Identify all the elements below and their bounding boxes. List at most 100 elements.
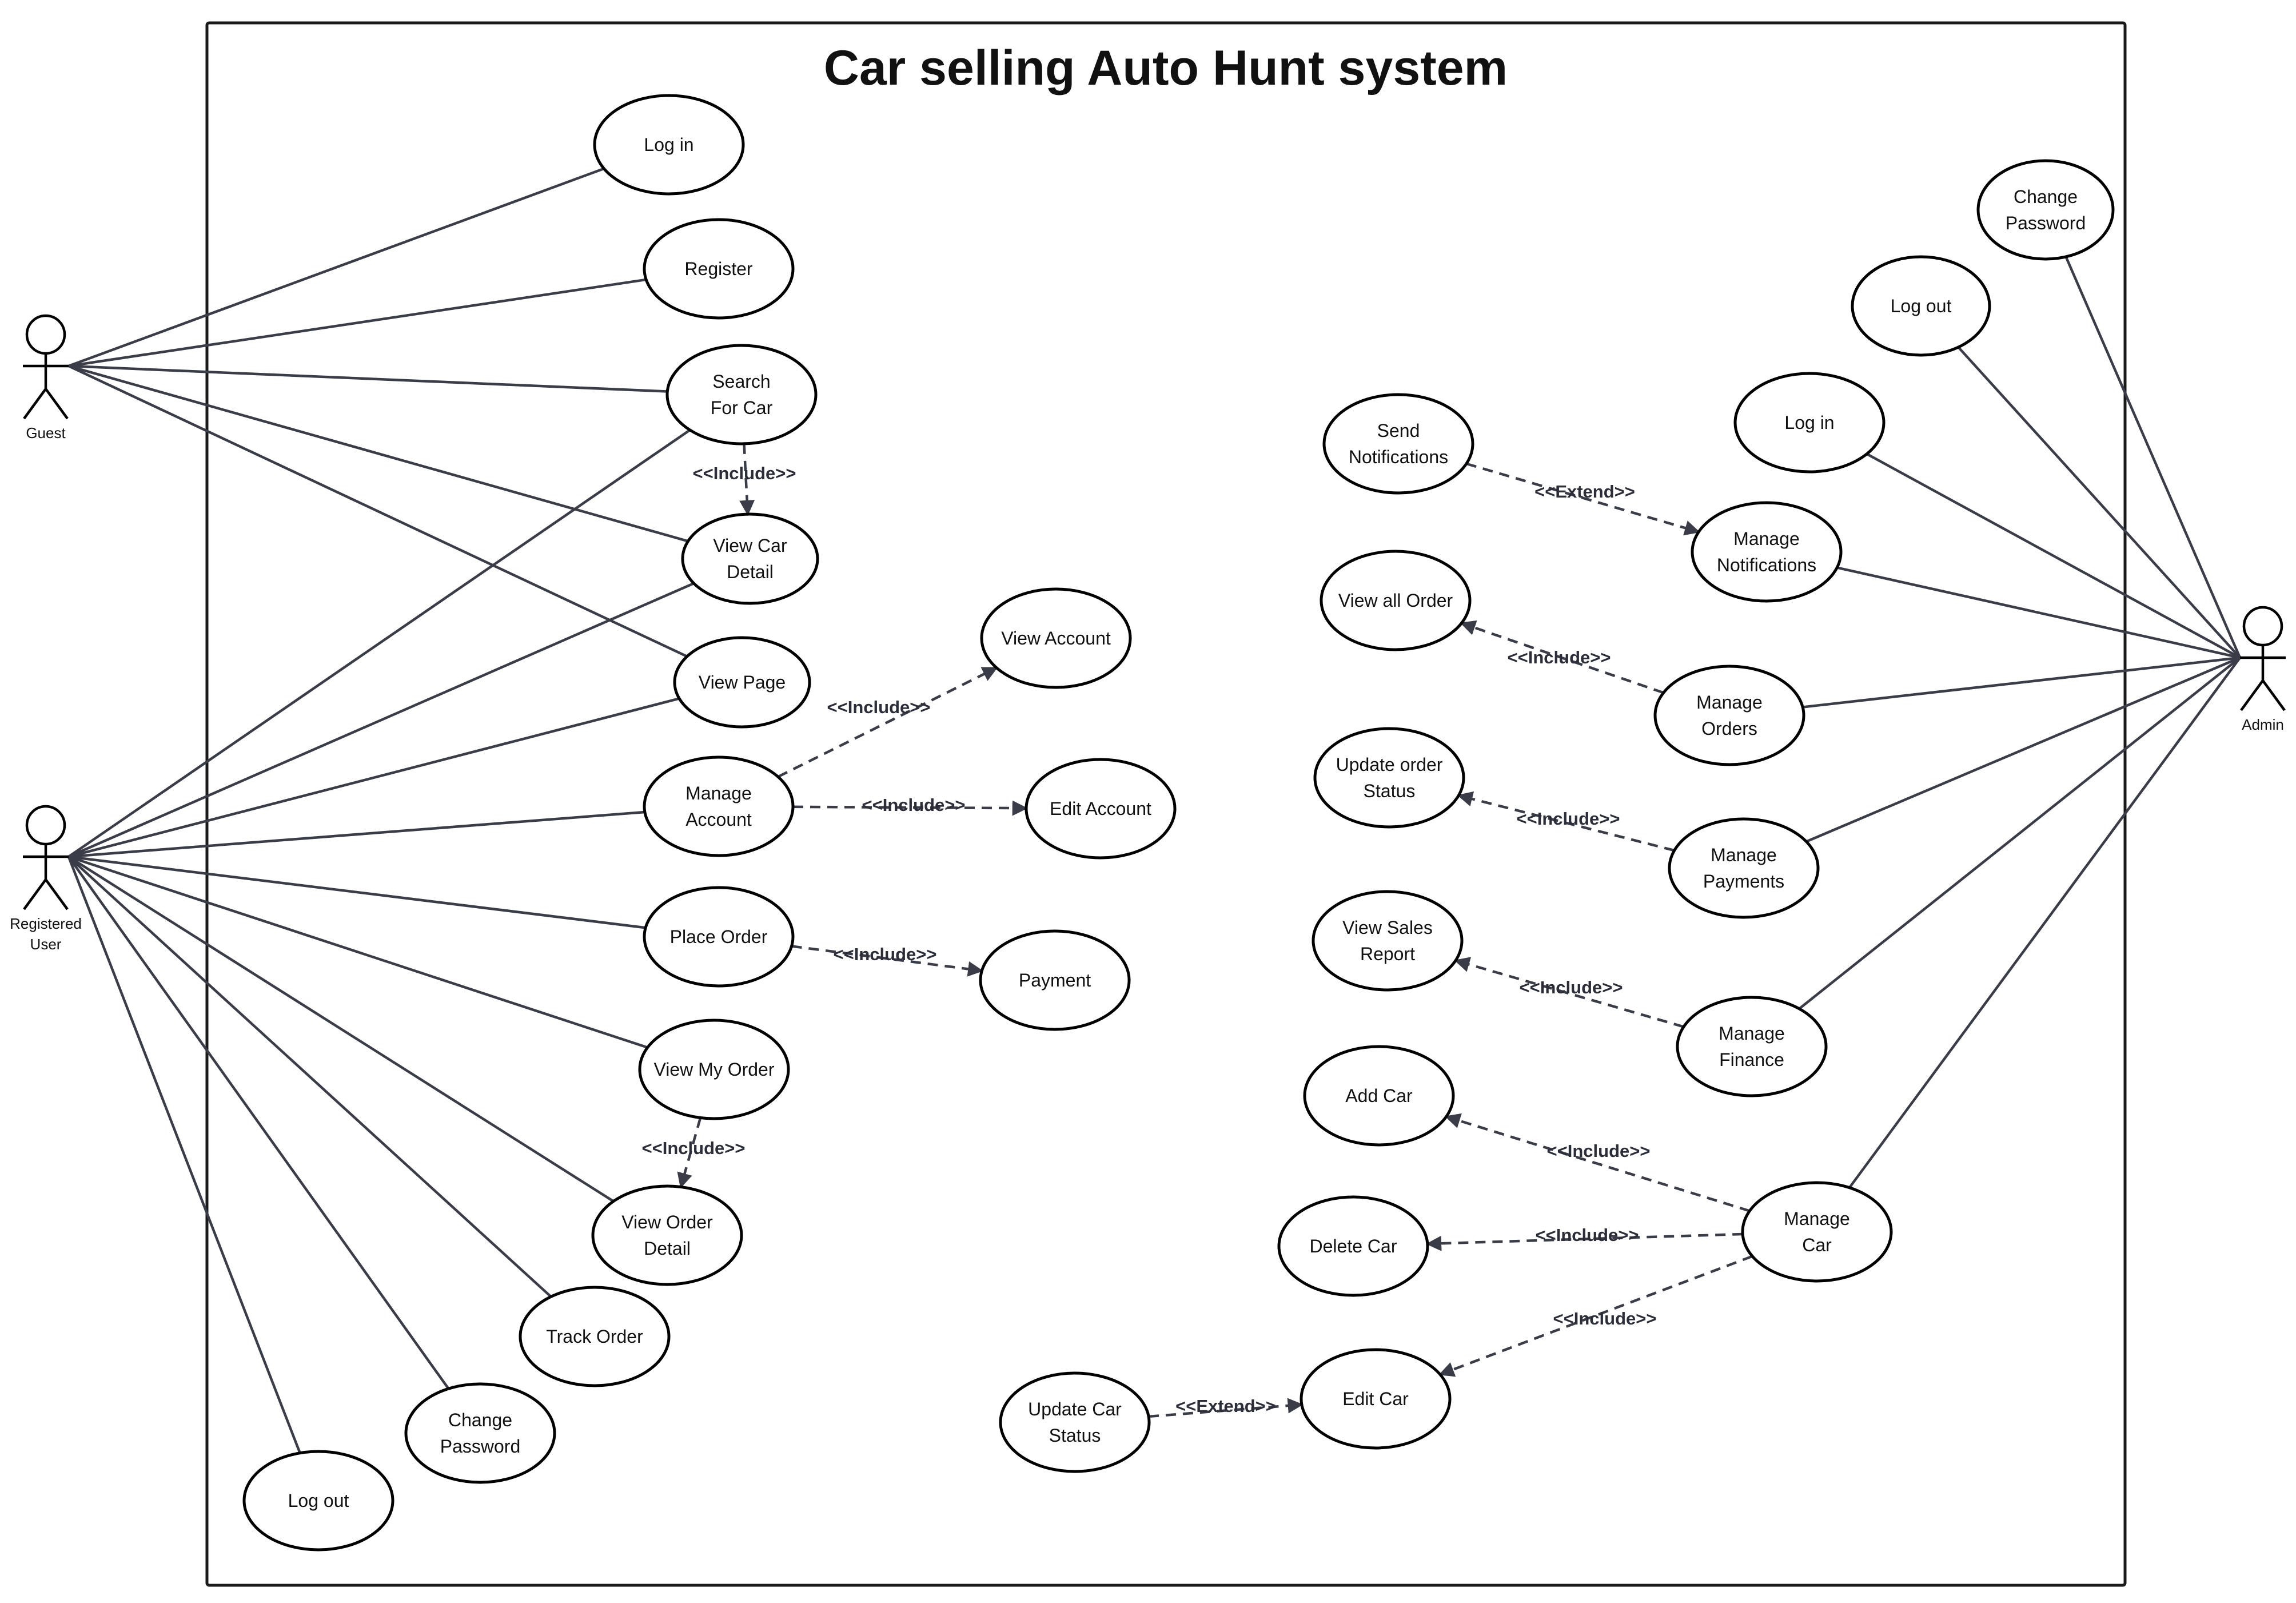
use-case-label: Finance — [1719, 1049, 1784, 1070]
use-case-manage-finance: Manage Finance — [1676, 996, 1828, 1097]
use-case-ellipse — [1303, 1045, 1455, 1147]
use-case-track-order: Track Order — [519, 1286, 671, 1387]
association-line — [68, 364, 688, 658]
use-case-view-account: View Account — [980, 587, 1132, 689]
use-case-ellipse — [242, 1450, 394, 1552]
use-case-ellipse — [519, 1286, 671, 1387]
actor-label: Registered — [10, 915, 82, 932]
use-case-ellipse — [593, 94, 745, 196]
use-case-place-order: Place Order — [643, 886, 795, 988]
association-line — [67, 856, 552, 1298]
use-case-label: View Account — [1001, 628, 1111, 649]
use-case-update-car-status: Update Car Status — [999, 1371, 1151, 1473]
use-case-label: Status — [1049, 1425, 1101, 1446]
use-case-label: Manage — [1696, 692, 1763, 713]
use-case-ellipse — [1312, 890, 1464, 992]
use-case-ellipse — [1320, 550, 1472, 651]
use-case-ellipse — [1313, 727, 1465, 829]
dependency-arrow — [1460, 620, 1664, 694]
association-line — [67, 856, 450, 1390]
use-case-ellipse — [1741, 1181, 1893, 1283]
use-case-label: Log in — [1784, 412, 1834, 433]
use-case-label: Edit Car — [1342, 1389, 1409, 1409]
use-case-ellipse — [643, 886, 795, 988]
use-case-label: Orders — [1701, 718, 1757, 739]
use-case-label: Notifications — [1349, 447, 1448, 467]
use-case-payment: Payment — [979, 929, 1131, 1031]
use-case-ellipse — [638, 1019, 790, 1120]
association-line — [67, 429, 691, 858]
use-case-ellipse — [1277, 1195, 1429, 1297]
use-case-ellipse — [999, 1371, 1151, 1473]
actor-left-leg — [23, 388, 47, 420]
actors: Guest Registered User Admin — [10, 314, 2286, 953]
use-case-label: Notifications — [1717, 555, 1816, 575]
dependency-arrow — [739, 443, 755, 516]
dependency-label: <<Include>> — [1547, 1141, 1651, 1161]
association-line — [1802, 656, 2241, 709]
use-case-ellipse — [1322, 393, 1474, 495]
association-lines — [67, 167, 2242, 1454]
use-case-label: Manage — [1784, 1208, 1850, 1229]
use-case-label: Register — [684, 258, 753, 279]
association-line — [68, 364, 668, 393]
use-case-label: Search — [712, 371, 770, 392]
use-case-ellipse — [1668, 817, 1820, 919]
use-cases: Log in Register Search For Car View Car Detai… — [242, 94, 2115, 1552]
system-boundary — [205, 21, 2127, 1587]
relationship-labels: <<Include>> <<Include>> <<Include>> <<Inclu… — [642, 463, 1657, 1416]
association-line — [68, 364, 689, 543]
use-case-edit-account: Edit Account — [1025, 758, 1177, 860]
association-line — [67, 856, 615, 1203]
dependency-arrow — [777, 666, 998, 778]
use-case-change-password: Change Password — [404, 1382, 556, 1484]
use-case-label: Detail — [644, 1238, 691, 1259]
use-case-ellipse — [591, 1184, 743, 1286]
dependency-arrow — [1426, 1232, 1743, 1251]
use-case-label: Car — [1802, 1235, 1832, 1255]
association-line — [68, 167, 605, 368]
use-case-ellipse — [1851, 255, 1991, 357]
dependency-label: <<Include>> — [862, 795, 966, 815]
association-line — [1848, 657, 2241, 1189]
use-case-label: View Sales — [1342, 917, 1433, 938]
use-case-admin-log-out: Log out — [1851, 255, 1991, 357]
use-case-label: Detail — [727, 562, 774, 582]
association-line — [2064, 256, 2242, 658]
use-case-admin-log-in: Log in — [1733, 372, 1886, 474]
dependency-label: <<Include>> — [827, 697, 931, 717]
use-case-delete-car: Delete Car — [1277, 1195, 1429, 1297]
use-case-ellipse — [643, 755, 795, 857]
use-case-label: Delete Car — [1310, 1236, 1397, 1256]
actor-label: Guest — [26, 424, 66, 441]
use-case-label: Send — [1377, 420, 1420, 441]
use-case-ellipse — [1300, 1348, 1452, 1450]
association-line — [67, 856, 301, 1454]
use-case-label: For Car — [711, 397, 773, 418]
dependency-arrows — [677, 443, 1753, 1418]
use-case-add-car: Add Car — [1303, 1045, 1455, 1147]
association-line — [68, 697, 680, 858]
use-case-ellipse — [979, 929, 1131, 1031]
dependency-label: <<Include>> — [1520, 977, 1623, 997]
actor-left-leg — [2240, 679, 2264, 711]
guest-actor: Guest — [23, 314, 69, 441]
actor-head — [25, 805, 66, 846]
use-case-search-for-car: Search For Car — [665, 344, 818, 446]
actor-right-leg — [45, 388, 69, 420]
dependency-arrow — [791, 945, 984, 977]
dependency-label: <<Include>> — [1517, 809, 1620, 829]
use-case-label: Log in — [644, 134, 693, 155]
association-line — [68, 278, 647, 368]
dependency-label: <<Include>> — [642, 1138, 746, 1158]
association-line — [1805, 656, 2241, 843]
use-case-view-sales-report: View Sales Report — [1312, 890, 1464, 992]
use-case-label: View Order — [621, 1212, 713, 1232]
dependency-arrow — [792, 800, 1028, 816]
use-case-ellipse — [673, 636, 811, 729]
actor-head — [2242, 606, 2283, 647]
use-case-label: Password — [440, 1436, 521, 1457]
dependency-arrow — [1445, 1113, 1750, 1212]
actor-right-leg — [2262, 679, 2286, 711]
dependency-arrow — [1148, 1398, 1304, 1418]
